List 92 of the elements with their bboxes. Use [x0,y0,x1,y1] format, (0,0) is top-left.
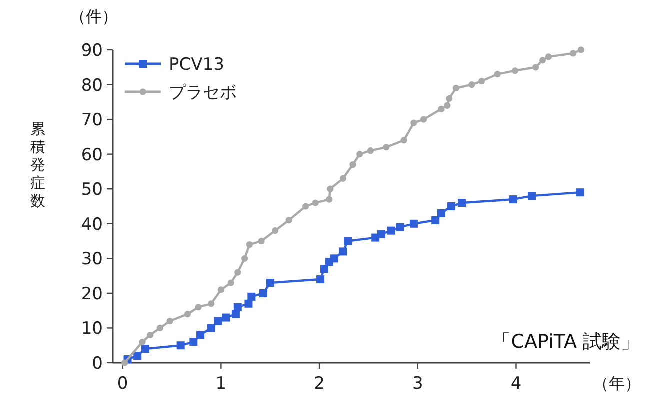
point [396,223,404,232]
point [234,269,242,276]
y-tick-label: 30 [81,250,103,270]
x-tick-label: 4 [510,374,522,394]
point [316,276,325,284]
y-tick-label: 50 [81,180,103,200]
legend-label: プラセボ [169,83,237,103]
point [576,188,584,197]
point [196,331,205,340]
text: （件） [70,7,118,26]
point [437,209,446,218]
point [509,196,518,204]
point [248,292,256,301]
point [420,116,428,123]
point [458,199,466,208]
point [478,78,486,85]
point [350,161,356,168]
point [400,137,408,144]
point [166,318,174,325]
x-tick-label: 0 [117,374,128,394]
legend-label: PCV13 [169,55,224,75]
point [383,144,390,151]
point [190,338,198,346]
point [228,280,234,286]
point [438,106,445,112]
point [367,148,374,154]
y-tick-label: 90 [81,41,103,61]
point [244,300,253,308]
annotation: 「CAPiTA 試験」 [492,331,640,353]
point [330,254,338,263]
y-tick-label: 20 [81,284,103,304]
point [147,332,154,338]
point [377,230,386,238]
point [545,54,552,60]
point [326,196,333,203]
point [532,64,540,71]
point [539,57,546,64]
point [468,81,476,88]
x-tick-label: 2 [314,374,325,394]
point [208,300,215,308]
point [356,151,364,158]
point [410,120,418,126]
point [410,220,418,228]
point [327,186,334,192]
point [320,265,328,274]
point [139,338,146,346]
point [512,68,519,74]
point [134,352,142,360]
point [176,342,185,350]
point [258,238,265,245]
point [447,202,456,210]
y-axis-title: 累積発症数 [30,120,46,210]
point [207,324,216,332]
point [432,216,440,224]
point [241,255,248,262]
point [494,71,501,78]
point [312,200,319,206]
point [286,217,292,224]
point [446,95,453,102]
y-tick-label: 40 [81,214,103,235]
point [259,289,268,298]
x-tick-label: 3 [412,374,424,394]
point [272,228,279,234]
point [184,311,192,318]
point [570,50,577,57]
point [222,314,230,322]
y-tick-label: 60 [81,145,103,166]
point [246,241,254,248]
point [339,248,348,256]
x-axis-title: （年） [593,374,641,393]
point [232,310,240,318]
point [234,303,242,312]
x-tick-label: 1 [216,374,227,394]
point [156,324,164,332]
y-tick-label: 70 [81,110,103,131]
point [302,203,310,210]
point [122,360,128,366]
point [195,304,202,311]
y-tick-label: 0 [92,354,103,374]
point [141,345,150,354]
point [266,279,274,288]
point [452,84,460,92]
point [218,286,224,294]
point [340,175,346,182]
point [214,317,222,326]
point [344,237,352,246]
y-tick-label: 10 [81,319,103,340]
point [528,192,536,200]
point [444,102,451,109]
point [387,226,396,235]
point [578,46,584,54]
y-tick-label: 80 [81,76,103,96]
